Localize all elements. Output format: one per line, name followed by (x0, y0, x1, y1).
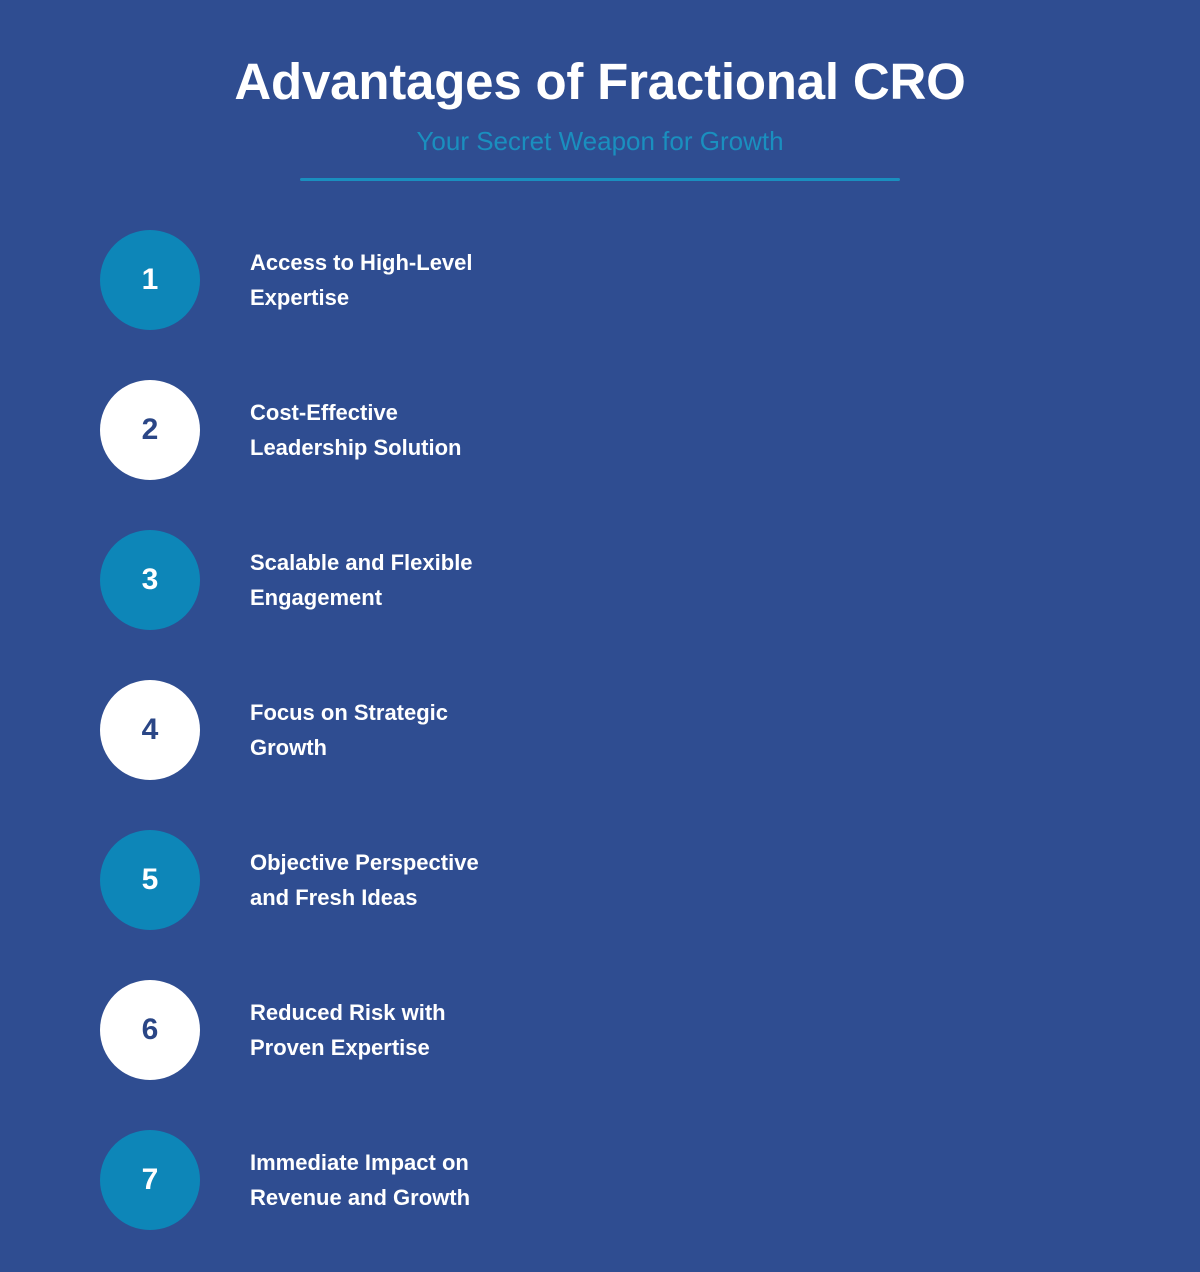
page-title: Advantages of Fractional CRO (234, 53, 966, 110)
header: Advantages of Fractional CRO Your Secret… (0, 0, 1200, 181)
header-divider (300, 178, 900, 181)
list-item: 4 Focus on Strategic Growth (0, 680, 1200, 780)
item-text: Scalable and Flexible Engagement (250, 545, 580, 615)
item-text: Reduced Risk with Proven Expertise (250, 995, 580, 1065)
item-text-line-1: Scalable and Flexible (250, 550, 473, 575)
item-text-line-1: Focus on Strategic (250, 700, 449, 725)
item-text-line-1: Objective Perspective (250, 850, 479, 875)
item-text-line-2: Revenue and Growth (250, 1185, 471, 1210)
item-text: Cost-Effective Leadership Solution (250, 395, 580, 465)
item-text-line-2: Expertise (250, 285, 350, 310)
item-text-line-1: Immediate Impact on (250, 1150, 469, 1175)
item-number-badge: 6 (100, 980, 200, 1080)
item-text-line-1: Cost-Effective (250, 400, 398, 425)
page-subtitle: Your Secret Weapon for Growth (416, 126, 784, 156)
item-text: Focus on Strategic Growth (250, 695, 580, 765)
list-item: 1 Access to High-Level Expertise (0, 230, 1200, 330)
item-number-label: 6 (141, 1013, 159, 1046)
item-number-label: 2 (141, 413, 159, 446)
item-number-badge: 5 (100, 830, 200, 930)
divider-container (0, 157, 1200, 181)
item-number-badge: 3 (100, 530, 200, 630)
item-number-label: 3 (141, 563, 159, 596)
item-text-line-2: Engagement (250, 585, 383, 610)
list-item: 7 Immediate Impact on Revenue and Growth (0, 1130, 1200, 1230)
item-number-label: 7 (141, 1163, 159, 1196)
item-number-label: 5 (141, 863, 159, 896)
item-text-line-1: Reduced Risk with (250, 1000, 446, 1025)
item-text-line-2: Proven Expertise (250, 1035, 430, 1060)
item-number-label: 4 (141, 713, 159, 746)
item-number-label: 1 (141, 263, 159, 296)
item-text: Access to High-Level Expertise (250, 245, 580, 315)
item-text-line-2: Growth (250, 735, 327, 760)
list-item: 5 Objective Perspective and Fresh Ideas (0, 830, 1200, 930)
item-text-line-2: and Fresh Ideas (250, 885, 418, 910)
item-text: Objective Perspective and Fresh Ideas (250, 845, 580, 915)
list-item: 2 Cost-Effective Leadership Solution (0, 380, 1200, 480)
list-item: 3 Scalable and Flexible Engagement (0, 530, 1200, 630)
item-number-badge: 4 (100, 680, 200, 780)
list-item: 6 Reduced Risk with Proven Expertise (0, 980, 1200, 1080)
item-text: Immediate Impact on Revenue and Growth (250, 1145, 580, 1215)
item-number-badge: 7 (100, 1130, 200, 1230)
item-text-line-1: Access to High-Level (250, 250, 473, 275)
item-number-badge: 1 (100, 230, 200, 330)
item-text-line-2: Leadership Solution (250, 435, 462, 460)
item-number-badge: 2 (100, 380, 200, 480)
advantages-list: 1 Access to High-Level Expertise 2 Cost-… (0, 230, 1200, 1230)
